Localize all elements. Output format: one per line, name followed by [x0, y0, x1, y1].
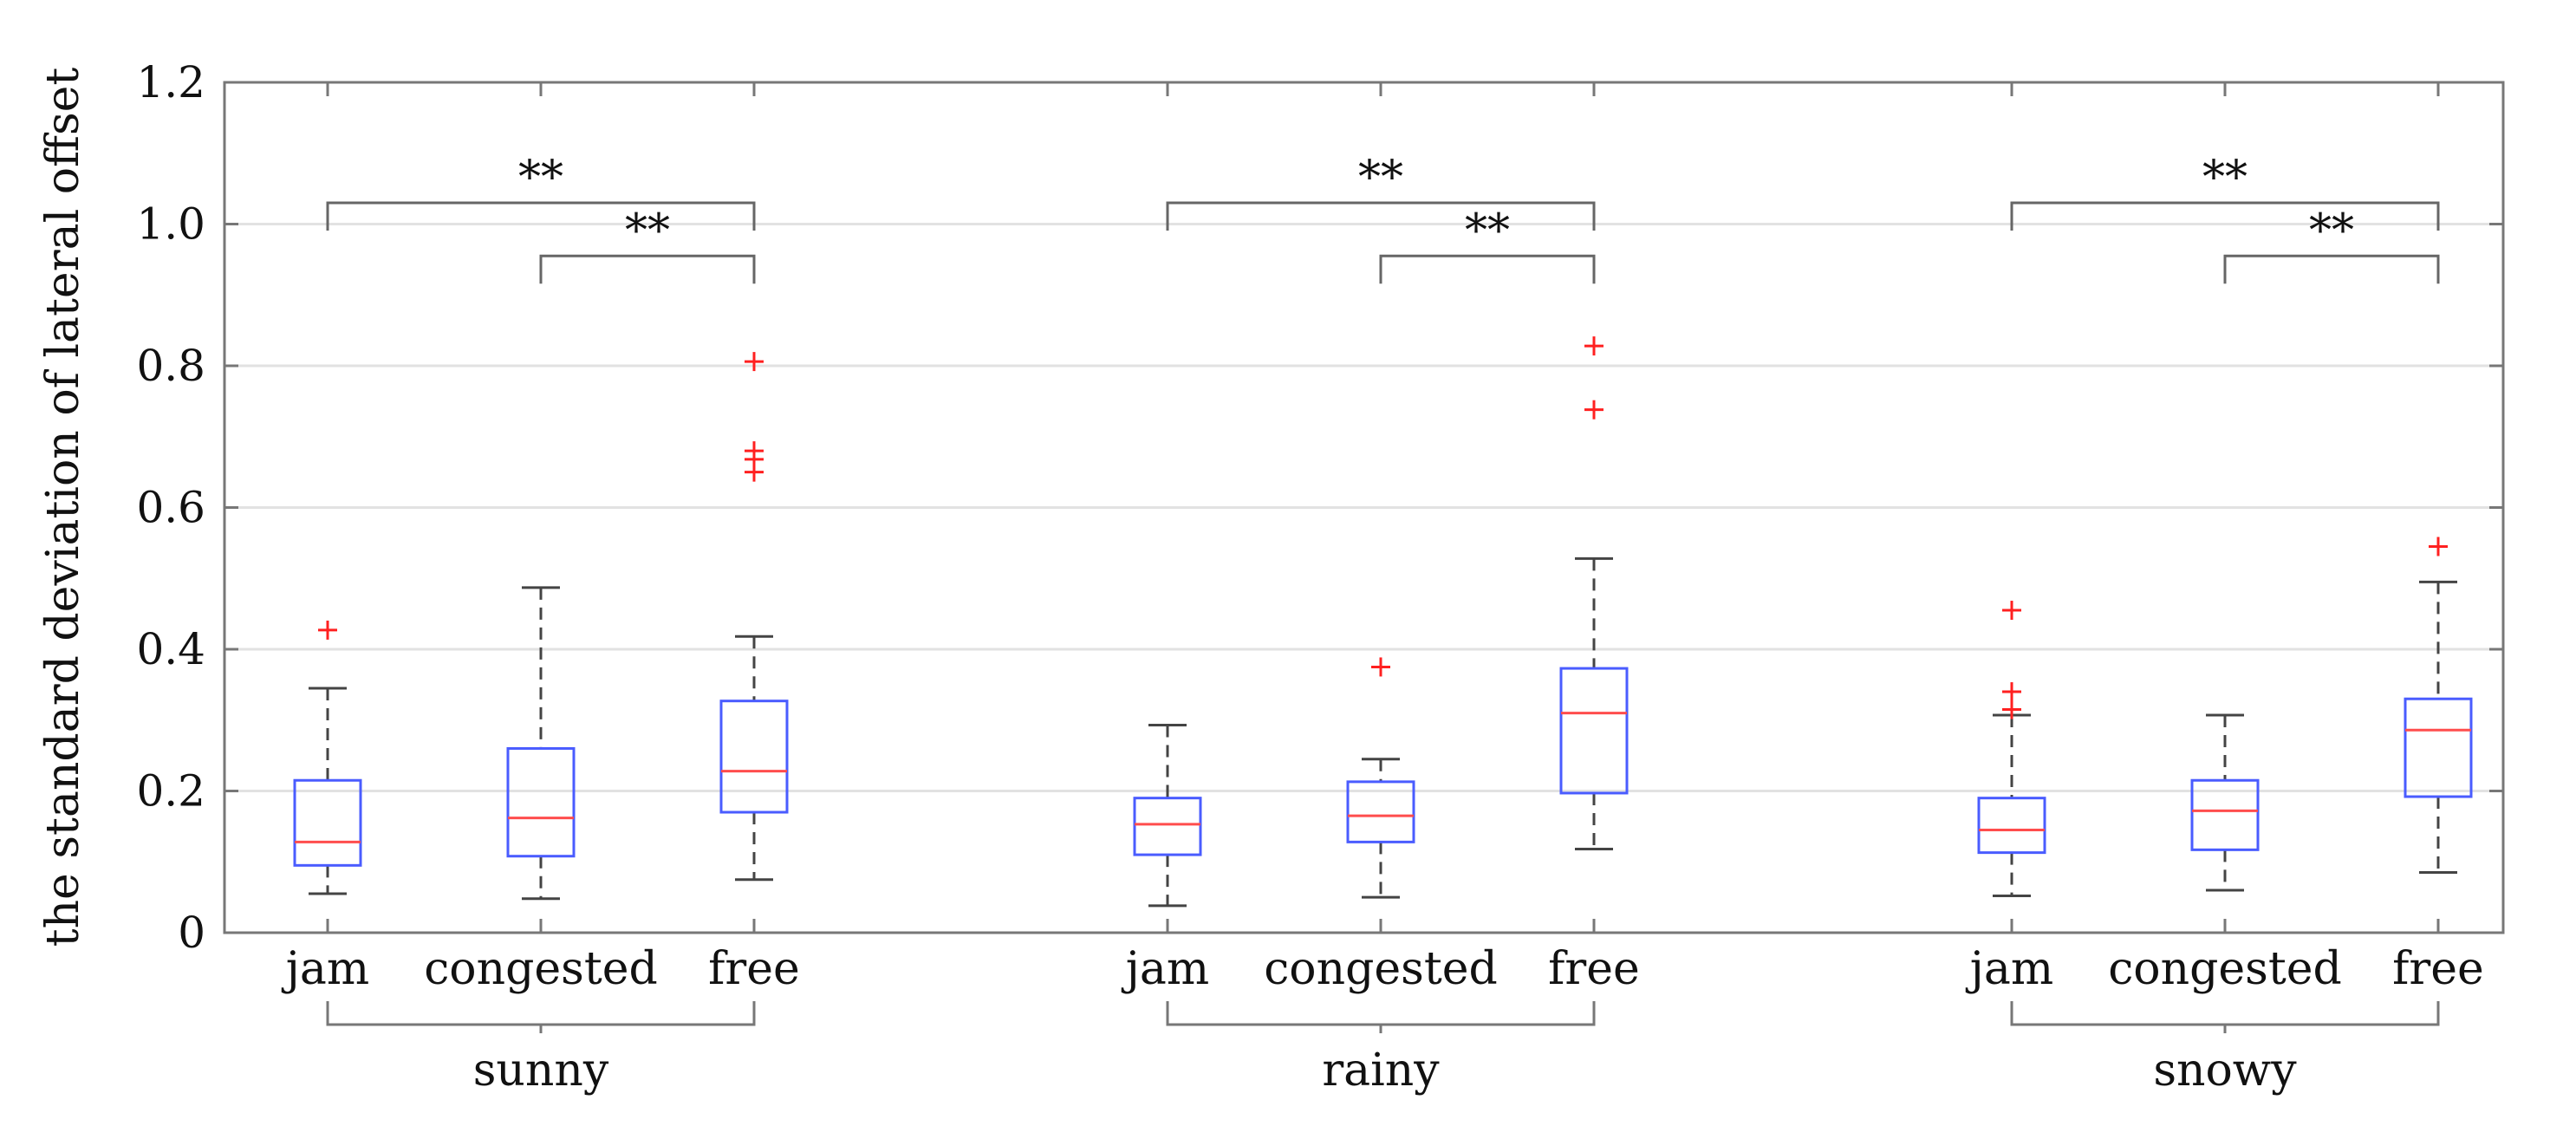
significance-label: **	[1465, 205, 1510, 257]
significance-bracket	[1166, 201, 1596, 231]
significance-bracket	[1379, 254, 1596, 284]
group-label: snowy	[2153, 1045, 2297, 1097]
significance-label: **	[2202, 152, 2247, 204]
box-rainy-congested	[1346, 780, 1415, 843]
significance-label: **	[518, 152, 563, 204]
y-tick-label: 0	[178, 908, 205, 958]
significance-bracket	[2223, 254, 2440, 284]
group-bracket	[326, 1001, 756, 1026]
y-tick-label: 1.2	[136, 57, 205, 107]
group-label: sunny	[473, 1045, 609, 1097]
annotations: ** ** ** ** ** **	[326, 152, 2440, 284]
box-sunny-congested	[506, 746, 576, 858]
box-snowy-congested	[2190, 778, 2260, 851]
x-tick-label: free	[1548, 943, 1640, 995]
outlier-marker	[2002, 601, 2021, 621]
y-tick-label: 0.2	[136, 766, 205, 817]
plot-marks	[293, 336, 2473, 908]
significance-bracket	[326, 201, 756, 231]
x-tick-label: congested	[2108, 943, 2342, 995]
x-tick-label: jam	[1966, 943, 2053, 995]
x-tick-label: jam	[282, 943, 369, 995]
significance-bracket	[539, 254, 756, 284]
outlier-marker	[2002, 700, 2021, 719]
outlier-marker	[1584, 400, 1603, 420]
x-tick-label: free	[708, 943, 800, 995]
grid-lines	[224, 223, 2503, 792]
outlier-marker	[745, 352, 764, 372]
box-rainy-free	[1559, 667, 1629, 795]
y-tick-label: 0.4	[136, 624, 205, 674]
outlier-marker	[2002, 682, 2021, 702]
y-tick-label: 1.0	[136, 199, 205, 250]
box-snowy-free	[2404, 697, 2473, 798]
significance-bracket	[2010, 201, 2440, 231]
axes: 0 0.2 0.4 0.6 0.8 1.0 1.2 jam congested free sunny…	[136, 57, 2503, 1097]
x-tick-label: congested	[1264, 943, 1498, 995]
x-tick-label: congested	[424, 943, 658, 995]
outlier-marker	[318, 620, 337, 640]
significance-label: **	[1358, 152, 1403, 204]
group-bracket	[1166, 1001, 1596, 1026]
x-tick-label: jam	[1122, 943, 1209, 995]
group-label: rainy	[1322, 1045, 1440, 1097]
significance-label: **	[625, 205, 670, 257]
box-sunny-free	[719, 700, 789, 814]
box-sunny-jam	[293, 778, 362, 867]
outlier-marker	[2429, 537, 2448, 556]
y-tick-label: 0.8	[136, 341, 205, 391]
outlier-marker	[745, 441, 764, 461]
outlier-marker	[1371, 657, 1390, 677]
box-snowy-jam	[1977, 797, 2046, 855]
box-rainy-jam	[1133, 797, 1202, 856]
group-bracket	[2010, 1001, 2440, 1026]
x-tick-label: free	[2392, 943, 2484, 995]
significance-label: **	[2309, 205, 2354, 257]
y-tick-label: 0.6	[136, 483, 205, 533]
y-axis-label: the standard deviation of lateral offset	[37, 68, 89, 947]
outlier-marker	[1584, 336, 1603, 356]
